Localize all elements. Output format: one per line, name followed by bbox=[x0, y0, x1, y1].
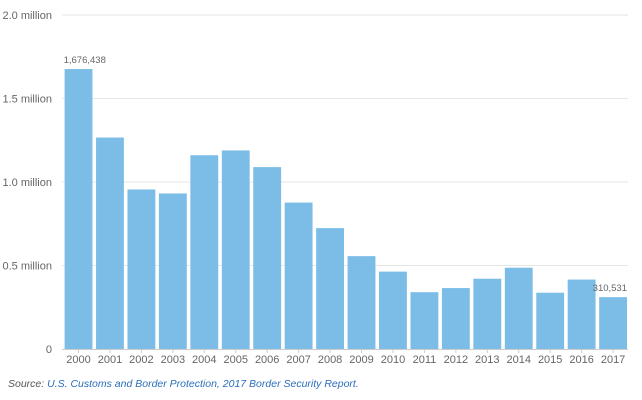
gridlines bbox=[62, 14, 628, 266]
bar-2000 bbox=[64, 69, 93, 349]
source-prefix: Source: bbox=[8, 378, 45, 390]
x-tick-label: 2007 bbox=[286, 354, 310, 366]
bar-2004 bbox=[190, 155, 219, 349]
y-tick-label: 1.5 million bbox=[2, 94, 52, 106]
x-tick-label: 2014 bbox=[507, 354, 531, 366]
x-tick-label: 2009 bbox=[349, 354, 373, 366]
x-tick-label: 2016 bbox=[569, 354, 593, 366]
x-tick-label: 2006 bbox=[255, 354, 279, 366]
bar-2005 bbox=[221, 150, 250, 349]
bar-2007 bbox=[284, 202, 313, 349]
x-tick-label: 2005 bbox=[224, 354, 248, 366]
bar-2009 bbox=[347, 256, 376, 349]
data-label: 310,531 bbox=[593, 283, 627, 294]
x-tick-label: 2013 bbox=[475, 354, 499, 366]
y-tick-label: 2.0 million bbox=[2, 10, 52, 22]
y-tick-label: 0.5 million bbox=[2, 261, 52, 273]
bar-2006 bbox=[253, 167, 282, 349]
bar-2010 bbox=[379, 271, 407, 349]
x-tick-label: 2002 bbox=[129, 354, 153, 366]
bar-2008 bbox=[316, 228, 344, 349]
bar-2015 bbox=[536, 292, 565, 349]
bar-2012 bbox=[441, 288, 470, 349]
bar-2003 bbox=[158, 193, 187, 349]
x-tick-label: 2003 bbox=[161, 354, 185, 366]
bar-2011 bbox=[410, 292, 439, 349]
x-tick-label: 2000 bbox=[66, 354, 90, 366]
y-tick-label: 0 bbox=[46, 344, 52, 356]
x-tick-label: 2015 bbox=[538, 354, 562, 366]
bar-2016 bbox=[567, 279, 596, 349]
bar-2014 bbox=[504, 267, 533, 349]
x-tick-label: 2011 bbox=[413, 354, 437, 366]
bar-2013 bbox=[473, 278, 502, 349]
bar-2017 bbox=[599, 297, 627, 349]
bar-chart: 0 0.5 million 1.0 million 1.5 million 2.0 mi… bbox=[2, 10, 628, 366]
x-tick-label: 2004 bbox=[192, 354, 216, 366]
data-labels: 1,676,438 310,531 bbox=[64, 55, 627, 294]
bar-2002 bbox=[127, 189, 156, 349]
x-tick-label: 2001 bbox=[98, 354, 122, 366]
x-tick-label: 2008 bbox=[318, 354, 342, 366]
x-tick-label: 2017 bbox=[601, 354, 625, 366]
data-label: 1,676,438 bbox=[64, 55, 106, 66]
source-link[interactable]: U.S. Customs and Border Protection, 2017… bbox=[47, 378, 359, 390]
bars bbox=[64, 69, 627, 349]
y-axis-tick-labels: 0 0.5 million 1.0 million 1.5 million 2.0 mi… bbox=[2, 10, 52, 356]
y-tick-label: 1.0 million bbox=[2, 177, 52, 189]
x-tick-label: 2010 bbox=[381, 354, 405, 366]
x-axis-tick-labels: 2000 2001 2002 2003 2004 2005 2006 2007 2008 2009… bbox=[66, 349, 625, 366]
bar-2001 bbox=[96, 137, 124, 349]
x-tick-label: 2012 bbox=[444, 354, 468, 366]
source-note: Source: U.S. Customs and Border Protecti… bbox=[8, 378, 359, 390]
